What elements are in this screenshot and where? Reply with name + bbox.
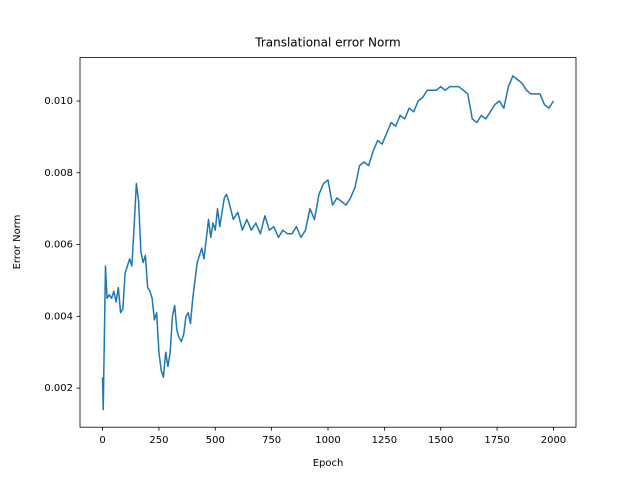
- y-tick-label: 0.004: [44, 311, 73, 322]
- x-tick-label: 1250: [372, 435, 397, 446]
- x-tick-label: 1500: [428, 435, 453, 446]
- x-tick-label: 750: [262, 435, 281, 446]
- y-tick-label: 0.008: [44, 168, 73, 179]
- axes-frame: [79, 57, 577, 428]
- x-tick-label: 250: [149, 435, 168, 446]
- x-axis-label: Epoch: [313, 458, 344, 469]
- data-line: [101, 75, 555, 411]
- x-tick-label: 0: [99, 435, 105, 446]
- x-tick-label: 1000: [315, 435, 340, 446]
- chart-title: Translational error Norm: [254, 36, 400, 50]
- y-axis-label: Error Norm: [12, 215, 23, 270]
- y-tick-label: 0.002: [44, 383, 73, 394]
- y-tick-label: 0.006: [44, 240, 73, 251]
- x-tick-label: 2000: [541, 435, 566, 446]
- y-tick-label: 0.010: [44, 96, 73, 107]
- x-tick-label: 500: [206, 435, 225, 446]
- x-tick-label: 1750: [484, 435, 509, 446]
